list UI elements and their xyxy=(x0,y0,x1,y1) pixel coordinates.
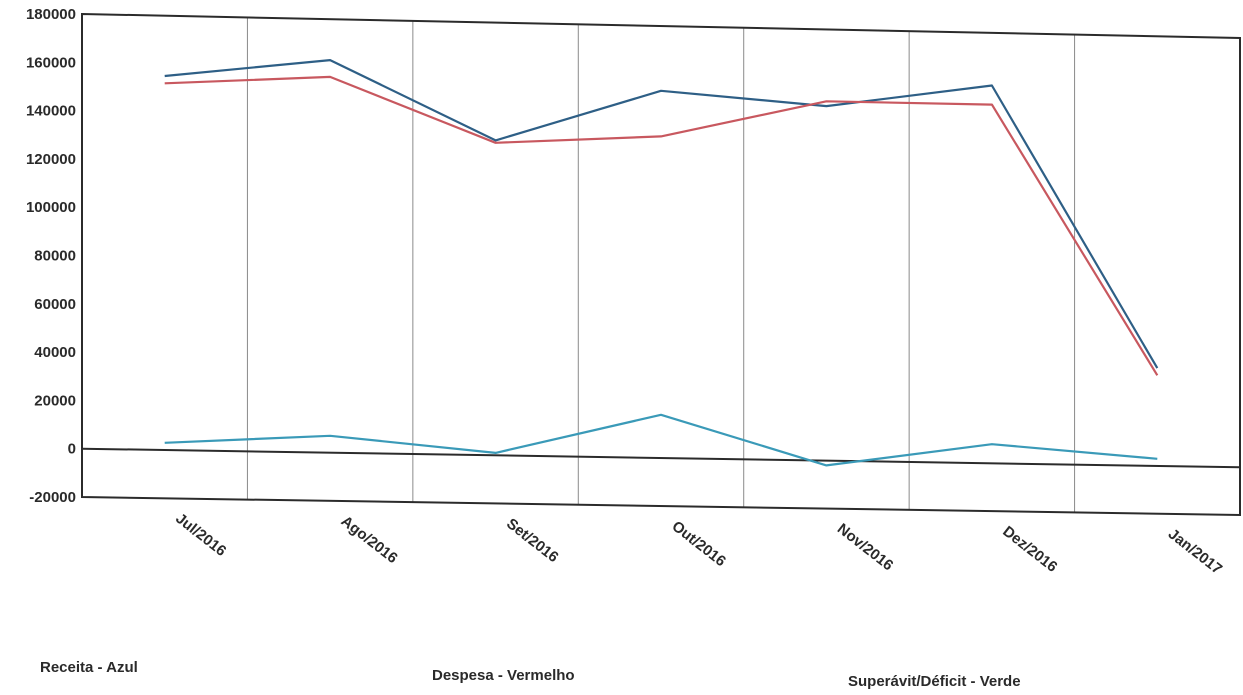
y-tick-label: 120000 xyxy=(26,151,76,168)
y-tick-label: 20000 xyxy=(34,392,76,409)
x-tick-label: Nov/2016 xyxy=(834,520,896,574)
axes xyxy=(81,12,1241,517)
x-tick-label: Set/2016 xyxy=(503,515,561,566)
x-tick-labels: Jul/2016 Ago/2016 Set/2016 Out/2016 Nov/2016… xyxy=(172,510,1225,578)
x-tick-label: Out/2016 xyxy=(669,518,729,570)
y-tick-label: 0 xyxy=(68,441,76,458)
y-tick-label: 180000 xyxy=(26,6,76,23)
y-tick-label: 40000 xyxy=(34,344,76,361)
series-line-2 xyxy=(164,413,1158,467)
x-tick-label: Ago/2016 xyxy=(338,513,401,567)
series-line-1 xyxy=(164,75,1159,376)
y-tick-label: 80000 xyxy=(34,248,76,265)
legend-despesa: Despesa - Vermelho xyxy=(432,667,575,684)
series-lines xyxy=(164,58,1159,467)
x-tick-label: Jul/2016 xyxy=(172,510,229,560)
legend-receita: Receita - Azul xyxy=(40,659,138,676)
legend-superavit-deficit: Superávit/Déficit - Verde xyxy=(848,673,1021,690)
x-tick-label: Jan/2017 xyxy=(1165,525,1225,577)
y-tick-label: 140000 xyxy=(26,103,76,120)
y-tick-label: -20000 xyxy=(29,489,76,506)
y-tick-label: 160000 xyxy=(26,54,76,71)
series-line-0 xyxy=(164,58,1159,369)
y-tick-labels: 180000 160000 140000 120000 100000 80000 60000… xyxy=(26,6,76,506)
zero-line xyxy=(81,447,1241,469)
y-tick-label: 100000 xyxy=(26,199,76,216)
y-tick-label: 60000 xyxy=(34,296,76,313)
plot-frame xyxy=(81,12,1241,517)
x-tick-label: Dez/2016 xyxy=(999,523,1060,576)
